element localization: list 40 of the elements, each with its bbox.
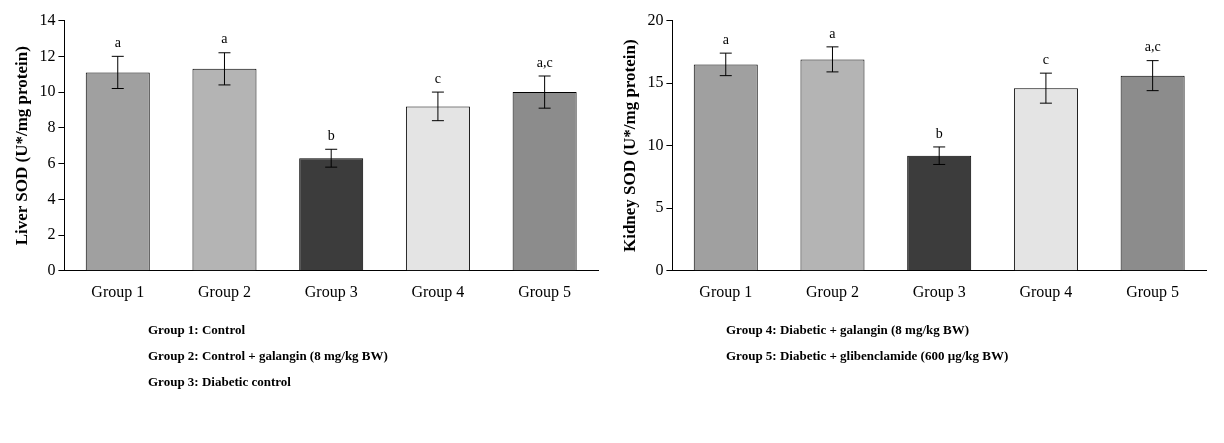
y-tick-label: 8: [47, 118, 56, 136]
y-tick-label: 6: [47, 153, 56, 171]
text: Group 1: Control: [148, 322, 247, 338]
annotation: a,c: [536, 54, 553, 70]
x-tick-label: Group 1: [699, 282, 753, 301]
text: Group 3: Diabetic control: [148, 374, 292, 390]
annotation: a: [722, 31, 730, 47]
annotation: b: [327, 127, 335, 143]
x-tick-label: Group 4: [411, 282, 465, 301]
x-tick-label: Group 5: [1126, 282, 1180, 301]
y-tick-label: 0: [655, 261, 664, 278]
y-tick-label: 4: [47, 189, 56, 207]
annotation: a: [221, 31, 229, 47]
y-tick-label: 2: [47, 225, 56, 243]
x-tick-label: Group 2: [198, 282, 251, 301]
annotation: c: [434, 70, 442, 86]
text: Group 5: Diabetic + glibenclamide (600 µg/kg BW): [726, 348, 1010, 364]
x-tick-label: Group 5: [518, 282, 572, 301]
annotation: b: [935, 125, 943, 141]
y-tick-label: 20: [647, 10, 664, 28]
annotation: a: [829, 25, 837, 41]
y-tick-label: 12: [39, 46, 56, 64]
x-tick-label: Group 3: [912, 282, 966, 301]
y-tick-label: 5: [655, 198, 664, 216]
y-axis-title: Liver SOD (U*/mg protein): [11, 46, 31, 246]
y-tick-label: 10: [647, 135, 664, 153]
annotation: a,c: [1144, 39, 1161, 55]
x-tick-label: Group 3: [304, 282, 358, 301]
annotation: a: [114, 35, 122, 51]
y-tick-label: 14: [39, 10, 56, 28]
text: Group 2: Control + galangin (8 mg/kg BW): [148, 348, 389, 364]
y-axis-title: Kidney SOD (U*/mg protein): [619, 39, 639, 253]
x-tick-label: Group 4: [1019, 282, 1073, 301]
text: Group 4: Diabetic + galangin (8 mg/kg BW): [726, 322, 970, 338]
y-tick-label: 10: [39, 82, 56, 100]
annotation: c: [1042, 51, 1050, 67]
x-tick-label: Group 1: [91, 282, 145, 301]
y-tick-label: 15: [647, 73, 664, 91]
x-tick-label: Group 2: [806, 282, 859, 301]
y-tick-label: 0: [47, 261, 56, 278]
